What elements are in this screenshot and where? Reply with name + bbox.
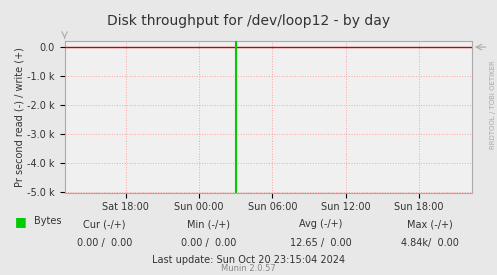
Text: ■: ■: [15, 215, 27, 228]
Y-axis label: Pr second read (-) / write (+): Pr second read (-) / write (+): [14, 47, 24, 187]
Text: 0.00 /  0.00: 0.00 / 0.00: [181, 238, 237, 248]
Text: 12.65 /  0.00: 12.65 / 0.00: [290, 238, 351, 248]
Text: RRDTOOL / TOBI OETIKER: RRDTOOL / TOBI OETIKER: [490, 60, 496, 149]
Text: Last update: Sun Oct 20 23:15:04 2024: Last update: Sun Oct 20 23:15:04 2024: [152, 255, 345, 265]
Text: Min (-/+): Min (-/+): [187, 219, 230, 229]
Text: 4.84k/  0.00: 4.84k/ 0.00: [401, 238, 459, 248]
Text: Munin 2.0.57: Munin 2.0.57: [221, 264, 276, 273]
Text: Bytes: Bytes: [34, 216, 61, 226]
Text: Disk throughput for /dev/loop12 - by day: Disk throughput for /dev/loop12 - by day: [107, 14, 390, 28]
Text: Max (-/+): Max (-/+): [407, 219, 453, 229]
Text: 0.00 /  0.00: 0.00 / 0.00: [77, 238, 132, 248]
Text: Cur (-/+): Cur (-/+): [83, 219, 126, 229]
Text: Avg (-/+): Avg (-/+): [299, 219, 342, 229]
